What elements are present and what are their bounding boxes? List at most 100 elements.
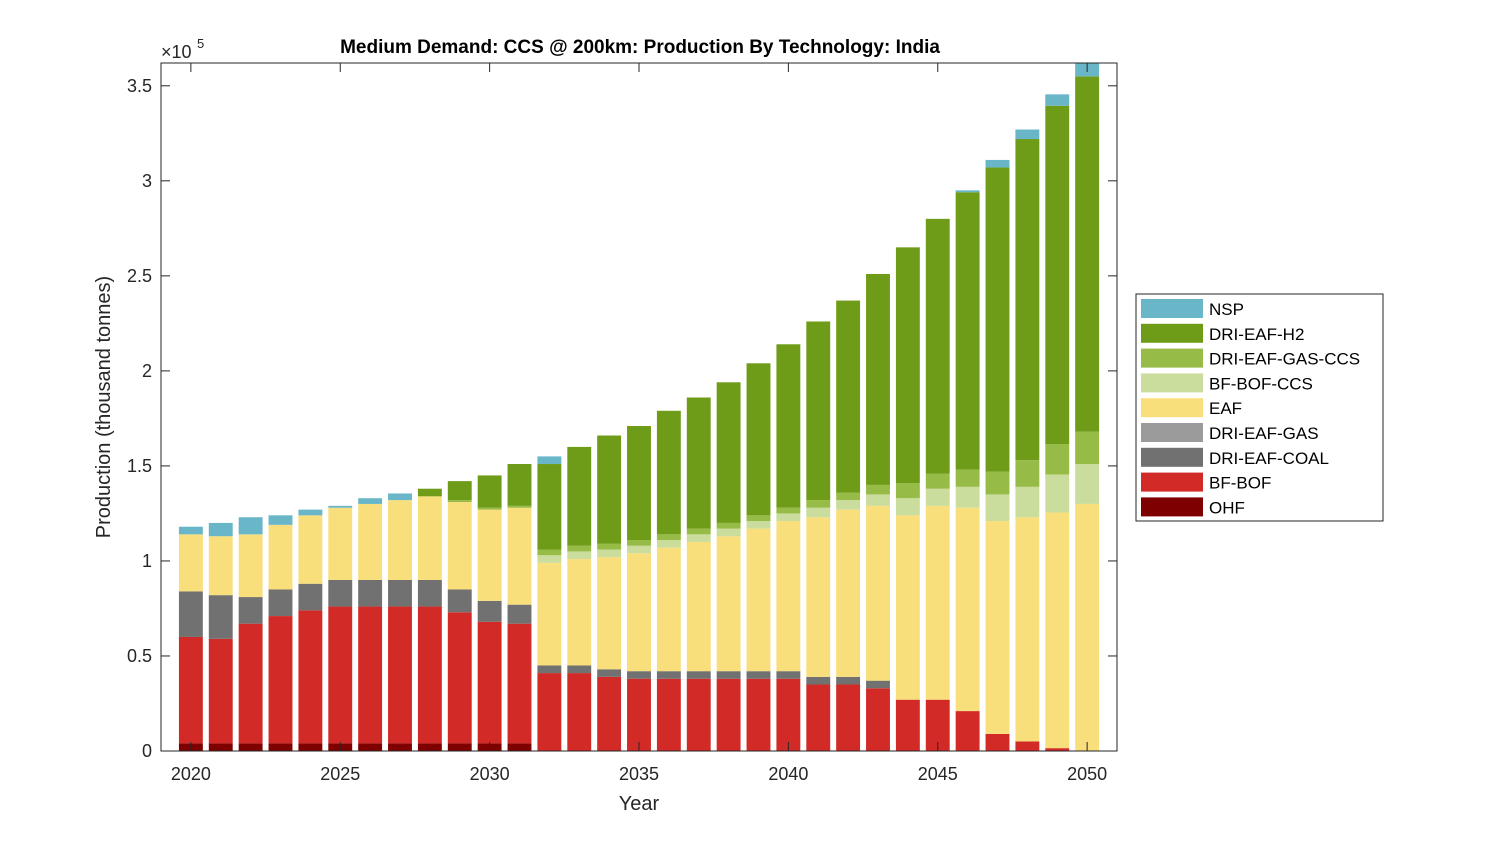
bar-segment-eaf-2027 (388, 500, 412, 580)
y-tick-label: 2.5 (127, 266, 152, 286)
bar-segment-bf-bof-ccs-2050 (1075, 464, 1100, 504)
bar-segment-dri-eaf-h2-2047 (985, 167, 1010, 472)
bar-segment-eaf-2044 (895, 515, 920, 700)
bar-segment-dri-eaf-coal-2021 (208, 595, 233, 639)
legend-label-ohf: OHF (1209, 498, 1245, 517)
bar-segment-dri-eaf-h2-2033 (567, 446, 592, 546)
bar-segment-dri-eaf-gas-ccs-2044 (895, 483, 920, 499)
bar-segment-nsp-2024 (298, 509, 323, 516)
bar-segment-dri-eaf-coal-2040 (776, 671, 801, 679)
y-ticks-group: 0 0.5 1 1.5 2 2.5 3 3.5 (127, 76, 1117, 761)
bar-segment-bf-bof-ccs-2044 (895, 498, 920, 516)
bar-segment-eaf-2050 (1075, 503, 1100, 751)
bar-segment-bf-bof-ccs-2043 (866, 494, 890, 506)
bar-segment-dri-eaf-coal-2037 (686, 671, 711, 679)
bar-segment-dri-eaf-gas-ccs-2036 (656, 534, 681, 541)
legend-label-eaf: EAF (1209, 399, 1242, 418)
bar-segment-dri-eaf-gas-ccs-2029 (447, 500, 472, 503)
bar-segment-dri-eaf-gas-ccs-2030 (477, 507, 502, 510)
bar-segment-bf-bof-ccs-2045 (925, 488, 950, 506)
bar-segment-dri-eaf-coal-2034 (597, 669, 622, 677)
bar-segment-ohf-2023 (268, 743, 293, 751)
bar-segment-bf-bof-ccs-2033 (567, 551, 592, 560)
x-tick-label: 2025 (320, 764, 360, 784)
bar-segment-nsp-2048 (1015, 129, 1040, 140)
legend-swatch-bf-bof-ccs (1141, 373, 1203, 393)
bar-segment-dri-eaf-gas-ccs-2048 (1015, 460, 1040, 487)
bar-segment-dri-eaf-coal-2024 (298, 583, 323, 611)
bar-segment-bf-bof-ccs-2032 (537, 555, 562, 563)
bar-segment-eaf-2021 (208, 536, 233, 596)
bar-segment-eaf-2042 (836, 509, 861, 677)
bar-segment-dri-eaf-coal-2033 (567, 665, 592, 674)
bar-segment-bf-bof-2039 (746, 678, 771, 751)
bar-segment-bf-bof-ccs-2037 (686, 534, 711, 542)
legend-label-dri-eaf-gas: DRI-EAF-GAS (1209, 424, 1319, 443)
bar-segment-bf-bof-2048 (1015, 741, 1040, 751)
legend-label-dri-eaf-gas-ccs: DRI-EAF-GAS-CCS (1209, 350, 1360, 369)
bar-segment-dri-eaf-h2-2036 (656, 410, 681, 535)
legend-swatch-dri-eaf-h2 (1141, 323, 1203, 343)
bar-segment-dri-eaf-gas-ccs-2037 (686, 528, 711, 535)
bar-segment-dri-eaf-gas-ccs-2050 (1075, 431, 1100, 465)
bar-segment-nsp-2046 (955, 190, 980, 193)
legend-label-dri-eaf-coal: DRI-EAF-COAL (1209, 449, 1329, 468)
bar-segment-eaf-2028 (417, 496, 442, 580)
bar-segment-eaf-2040 (776, 521, 801, 672)
bar-segment-eaf-2030 (477, 509, 502, 601)
bar-segment-eaf-2024 (298, 515, 323, 584)
bar-segment-dri-eaf-h2-2031 (507, 464, 532, 506)
bar-segment-dri-eaf-coal-2023 (268, 589, 293, 617)
y-tick-label: 1.5 (127, 456, 152, 476)
bar-segment-bf-bof-2024 (298, 610, 323, 744)
bar-segment-dri-eaf-coal-2027 (388, 579, 412, 607)
bar-segment-bf-bof-2038 (716, 678, 741, 751)
bar-segment-eaf-2045 (925, 505, 950, 700)
bar-segment-bf-bof-2023 (268, 616, 293, 744)
x-tick-label: 2035 (619, 764, 659, 784)
bar-segment-bf-bof-2027 (388, 606, 412, 744)
bar-segment-nsp-2022 (238, 517, 263, 535)
bar-segment-dri-eaf-coal-2031 (507, 604, 532, 624)
bar-segment-dri-eaf-coal-2038 (716, 671, 741, 679)
bar-segment-bf-bof-ccs-2046 (955, 486, 980, 508)
bar-segment-bf-bof-ccs-2042 (836, 500, 861, 510)
bar-segment-dri-eaf-gas-ccs-2046 (955, 469, 980, 487)
x-axis-label: Year (619, 793, 660, 815)
bar-segment-dri-eaf-gas-ccs-2049 (1045, 444, 1070, 475)
x-tick-label: 2045 (918, 764, 958, 784)
bar-segment-bf-bof-2022 (238, 623, 263, 744)
bar-segment-bf-bof-2025 (328, 606, 353, 744)
bar-segment-bf-bof-2049 (1045, 748, 1070, 751)
bar-segment-dri-eaf-gas-ccs-2043 (866, 484, 890, 495)
bar-segment-dri-eaf-gas-ccs-2039 (746, 515, 771, 522)
bar-segment-dri-eaf-h2-2028 (417, 488, 442, 497)
bar-segment-dri-eaf-h2-2040 (776, 344, 801, 508)
bar-segment-dri-eaf-coal-2029 (447, 589, 472, 613)
bar-segment-dri-eaf-coal-2025 (328, 579, 353, 607)
bar-segment-eaf-2031 (507, 507, 532, 605)
bar-segment-eaf-2038 (716, 536, 741, 672)
bar-segment-nsp-2020 (178, 526, 203, 535)
bar-segment-eaf-2039 (746, 528, 771, 672)
bar-segment-bf-bof-ccs-2039 (746, 521, 771, 529)
bar-segment-bf-bof-2026 (358, 606, 383, 744)
y-axis-label: Production (thousand tonnes) (93, 276, 115, 538)
bar-segment-nsp-2025 (328, 505, 353, 508)
bar-segment-dri-eaf-h2-2048 (1015, 139, 1040, 461)
bar-segment-bf-bof-ccs-2036 (656, 540, 681, 548)
bar-segment-bf-bof-ccs-2041 (806, 507, 831, 518)
bar-segment-dri-eaf-gas-ccs-2031 (507, 505, 532, 508)
bar-segment-dri-eaf-h2-2029 (447, 481, 472, 501)
bar-segment-bf-bof-2034 (597, 676, 622, 751)
bar-segment-eaf-2048 (1015, 517, 1040, 742)
bar-segment-eaf-2041 (806, 517, 831, 677)
bar-segment-eaf-2020 (178, 534, 203, 592)
bar-segment-bf-bof-2040 (776, 678, 801, 751)
bar-segment-bf-bof-ccs-2040 (776, 513, 801, 522)
bar-segment-nsp-2047 (985, 159, 1010, 168)
bar-segment-bf-bof-2042 (836, 684, 861, 751)
bar-segment-dri-eaf-h2-2039 (746, 363, 771, 516)
bar-segment-dri-eaf-h2-2030 (477, 475, 502, 508)
x-tick-label: 2020 (171, 764, 211, 784)
